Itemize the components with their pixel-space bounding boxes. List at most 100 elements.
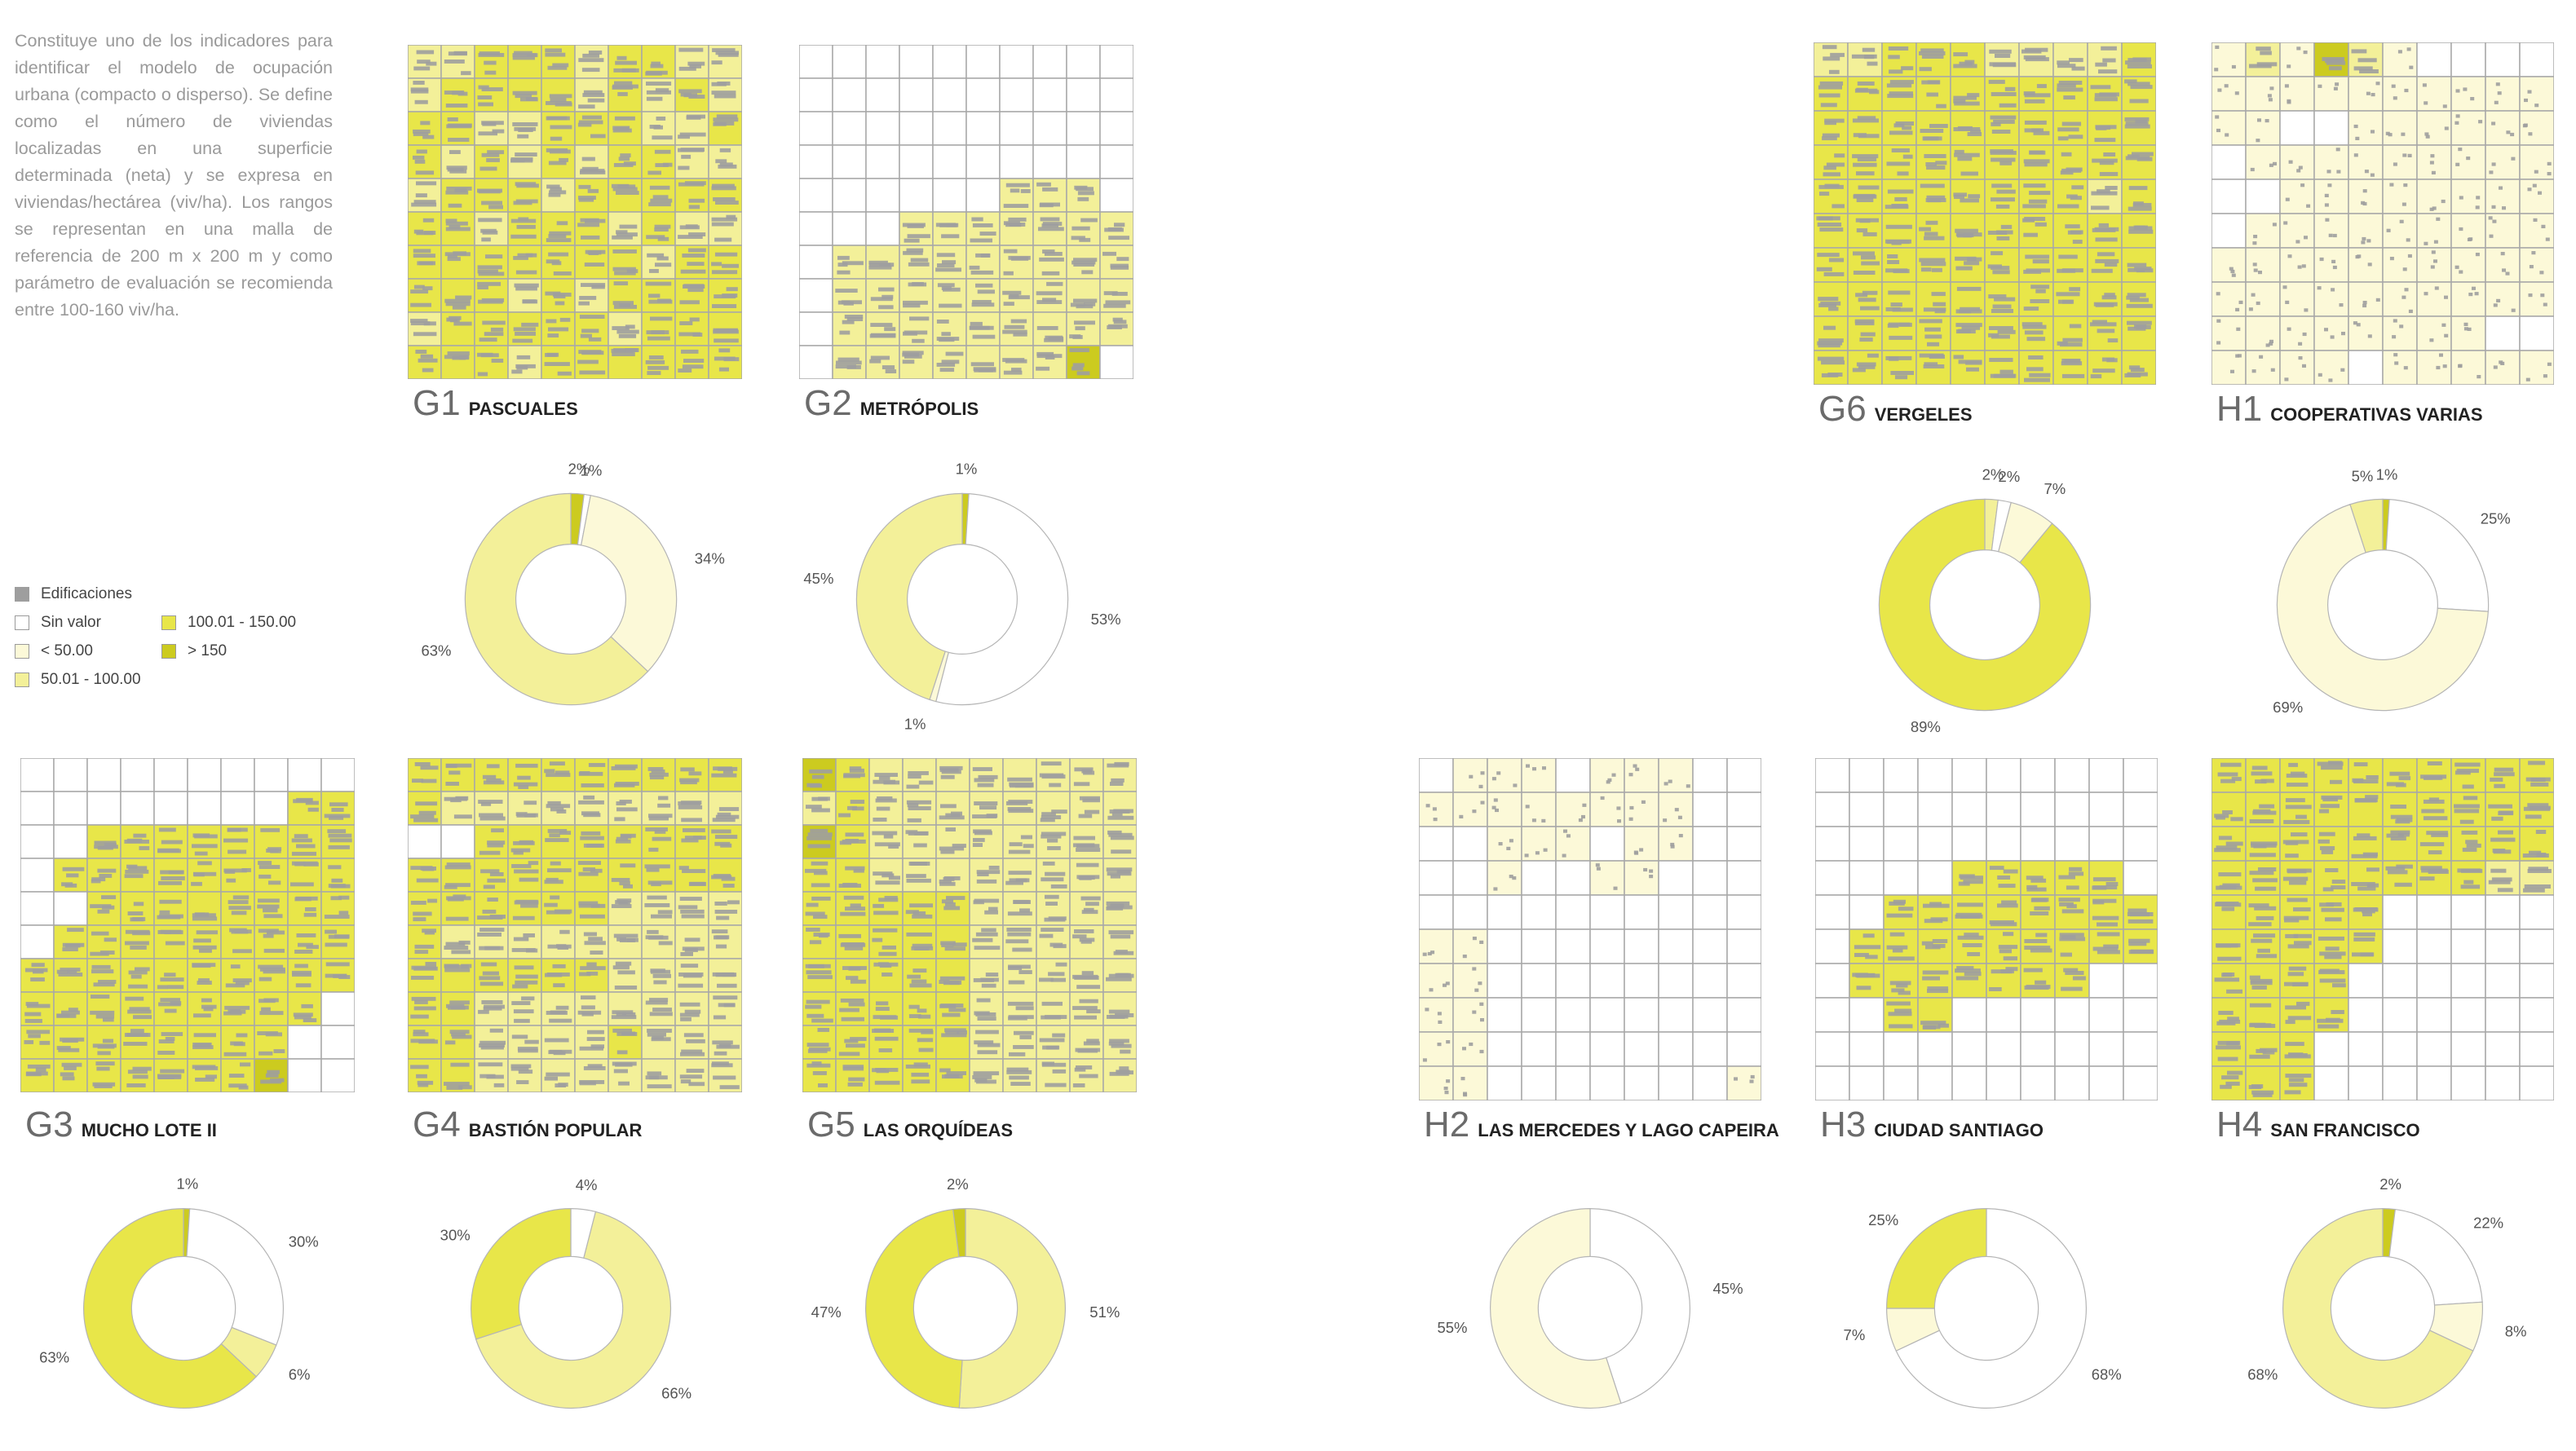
- building: [578, 104, 595, 109]
- building: [2493, 303, 2498, 307]
- building: [2427, 761, 2442, 765]
- building-footprints: [2488, 868, 2513, 893]
- building-footprints: [2430, 250, 2437, 269]
- building: [970, 238, 992, 243]
- building-footprints: [2127, 262, 2154, 273]
- building: [98, 980, 117, 984]
- building-footprints: [648, 796, 673, 821]
- building: [2389, 183, 2394, 187]
- building: [612, 1028, 632, 1033]
- building: [2425, 135, 2430, 139]
- grid-cell: [1066, 144, 1101, 179]
- building: [2455, 89, 2460, 93]
- grid-cell: [2348, 1065, 2384, 1100]
- building: [2401, 202, 2406, 206]
- building-footprints: [612, 116, 635, 133]
- grid-cell: [1521, 792, 1557, 827]
- building: [2525, 377, 2530, 381]
- building: [872, 831, 898, 836]
- building: [1008, 809, 1034, 814]
- building-footprints: [2283, 898, 2311, 923]
- building: [1460, 1077, 1465, 1081]
- building: [881, 945, 896, 950]
- building: [201, 1004, 217, 1009]
- building: [2467, 327, 2472, 331]
- building: [715, 814, 740, 819]
- building-footprints: [1852, 154, 1879, 176]
- density-map-g1: [408, 45, 742, 379]
- building: [1927, 198, 1942, 203]
- panel-code: G6: [1818, 389, 1867, 429]
- building: [578, 197, 594, 202]
- building-footprints: [1074, 185, 1094, 201]
- grid-cell: [1986, 758, 2021, 793]
- building: [1071, 366, 1084, 371]
- building-footprints: [1663, 808, 1682, 823]
- building-footprints: [478, 800, 506, 821]
- building: [291, 861, 318, 866]
- building-footprints: [2533, 218, 2550, 241]
- building: [444, 865, 471, 870]
- building: [27, 1064, 51, 1069]
- building-footprints: [973, 972, 999, 988]
- slice-percent-label: 2%: [947, 1175, 969, 1193]
- grid-cell: [2382, 42, 2418, 77]
- building: [1889, 80, 1914, 85]
- grid-cell: [1726, 860, 1761, 896]
- building: [1635, 767, 1640, 771]
- building: [1888, 290, 1911, 295]
- grid-cell: [1487, 928, 1522, 964]
- building: [613, 933, 638, 938]
- building: [946, 1071, 966, 1075]
- grid-cell: [1487, 860, 1522, 896]
- building: [2525, 814, 2542, 819]
- building-footprints: [2023, 284, 2050, 311]
- building: [1963, 880, 1983, 884]
- grid-cell: [1099, 45, 1133, 79]
- building: [1967, 257, 1982, 262]
- building: [519, 877, 539, 882]
- building: [1855, 293, 1868, 298]
- slice-percent-label: 30%: [289, 1233, 319, 1250]
- building-footprints: [1102, 251, 1129, 270]
- building: [547, 333, 559, 337]
- grid-cell: [1726, 997, 1761, 1033]
- building-footprints: [1472, 1002, 1484, 1022]
- building: [2362, 189, 2367, 193]
- building: [295, 896, 318, 901]
- building: [876, 1069, 890, 1074]
- building: [1889, 335, 1913, 340]
- building-footprints: [2490, 830, 2516, 854]
- building: [1818, 338, 1844, 343]
- building: [2071, 66, 2085, 71]
- grid-cell: [799, 211, 833, 246]
- building-footprints: [974, 1030, 1001, 1055]
- building-footprints: [410, 801, 439, 823]
- building: [2353, 932, 2375, 937]
- building: [1925, 220, 1938, 225]
- building: [1104, 227, 1124, 232]
- grid-cell: [999, 211, 1034, 246]
- grid-cell: [2279, 179, 2315, 214]
- building: [413, 81, 425, 85]
- building: [2129, 912, 2150, 917]
- grid-cell: [1917, 1065, 1953, 1100]
- building: [1964, 933, 1979, 937]
- building-footprints: [328, 865, 351, 889]
- panel-code: G1: [413, 383, 461, 423]
- building: [1649, 875, 1654, 879]
- building: [2499, 186, 2503, 190]
- building: [547, 65, 568, 70]
- building: [1044, 337, 1064, 342]
- building: [1955, 976, 1979, 981]
- building: [2353, 321, 2357, 325]
- building: [848, 1077, 865, 1082]
- building: [449, 1030, 470, 1034]
- building-footprints: [2249, 1003, 2276, 1028]
- building: [2130, 368, 2145, 373]
- building: [413, 200, 436, 205]
- building: [849, 768, 864, 773]
- grid-cell: [2123, 792, 2158, 827]
- building: [2059, 342, 2083, 347]
- grid-cell: [799, 245, 833, 280]
